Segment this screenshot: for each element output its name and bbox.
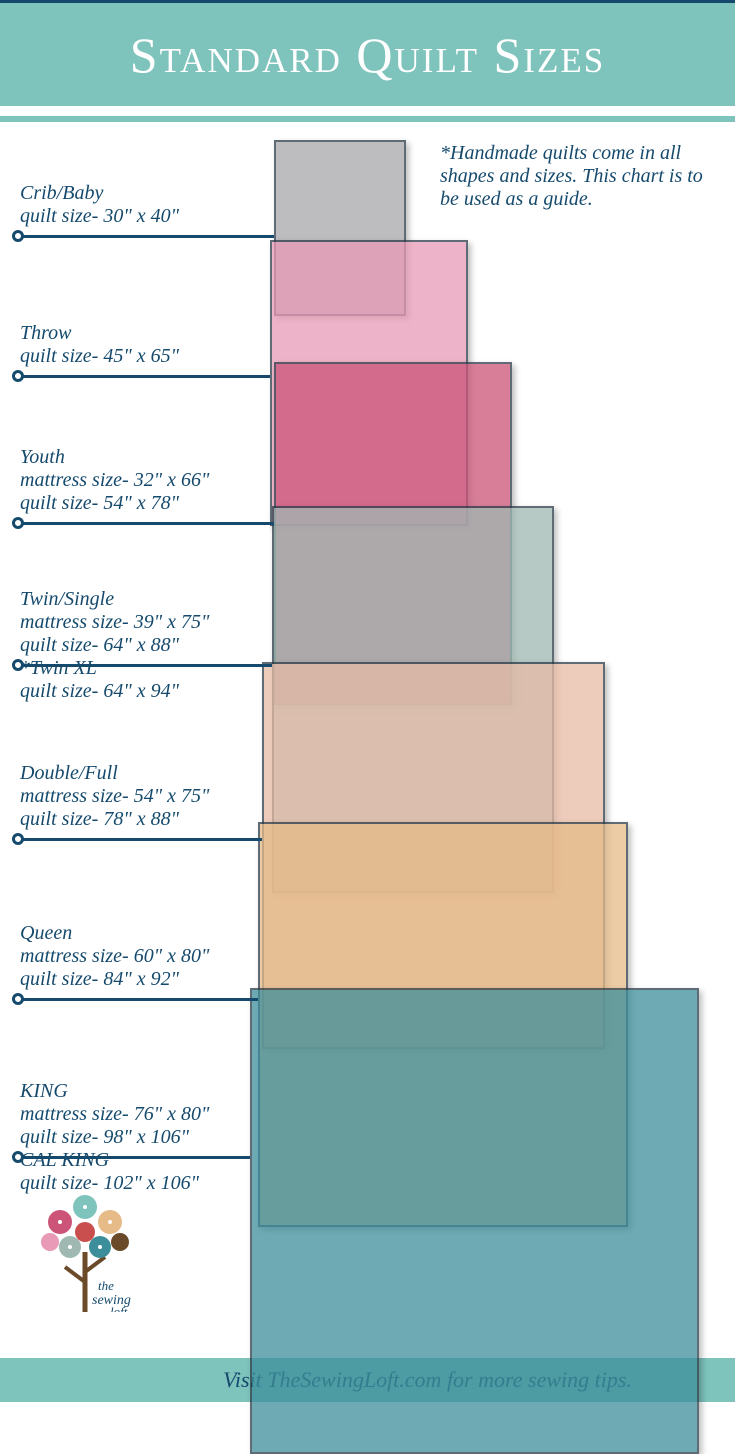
label-line-text: Crib/Baby — [20, 182, 280, 205]
label-throw: Throwquilt size- 45" x 65" — [20, 322, 280, 368]
quilt-box-king — [250, 988, 699, 1454]
label-line-text: quilt size- 64" x 88" — [20, 634, 280, 657]
label-line-text: quilt size- 64" x 94" — [20, 680, 280, 703]
connector-dot-icon — [12, 230, 24, 242]
svg-text:the: the — [98, 1278, 114, 1293]
label-line-text: mattress size- 76" x 80" — [20, 1103, 280, 1126]
label-line-text: quilt size- 78" x 88" — [20, 808, 280, 831]
connector-dot-icon — [12, 370, 24, 382]
stripe-gap — [0, 106, 735, 116]
connector-line — [18, 1156, 250, 1159]
label-line-text: mattress size- 60" x 80" — [20, 945, 280, 968]
label-line-text: mattress size- 39" x 75" — [20, 611, 280, 634]
connector-dot-icon — [12, 993, 24, 1005]
connector-line — [18, 664, 272, 667]
label-youth: Youthmattress size- 32" x 66"quilt size-… — [20, 446, 280, 515]
page-title: Standard Quilt Sizes — [130, 26, 605, 84]
label-line-text: quilt size- 98" x 106" — [20, 1126, 280, 1149]
label-line-text: mattress size- 32" x 66" — [20, 469, 280, 492]
connector-dot-icon — [12, 659, 24, 671]
header-band: Standard Quilt Sizes — [0, 0, 735, 106]
label-line-text: Twin/Single — [20, 588, 280, 611]
label-line-text: KING — [20, 1080, 280, 1103]
label-line-text: Throw — [20, 322, 280, 345]
connector-dot-icon — [12, 833, 24, 845]
label-line-text: quilt size- 45" x 65" — [20, 345, 280, 368]
label-line-text: *Twin XL — [20, 657, 280, 680]
label-crib-baby: Crib/Babyquilt size- 30" x 40" — [20, 182, 280, 228]
connector-dot-icon — [12, 517, 24, 529]
label-line-text: CAL KING — [20, 1149, 280, 1172]
label-double-full: Double/Fullmattress size- 54" x 75"quilt… — [20, 762, 280, 831]
connector-line — [18, 235, 274, 238]
svg-text:loft: loft — [110, 1304, 128, 1312]
guide-note: *Handmade quilts come in all shapes and … — [440, 142, 705, 211]
label-line-text: Double/Full — [20, 762, 280, 785]
label-line-text: Youth — [20, 446, 280, 469]
label-twin-single: Twin/Singlemattress size- 39" x 75"quilt… — [20, 588, 280, 703]
label-king: KINGmattress size- 76" x 80"quilt size- … — [20, 1080, 280, 1195]
label-line-text: mattress size- 54" x 75" — [20, 785, 280, 808]
label-line-text: quilt size- 102" x 106" — [20, 1172, 280, 1195]
connector-dot-icon — [12, 1151, 24, 1163]
label-line-text: Queen — [20, 922, 280, 945]
connector-line — [18, 998, 258, 1001]
connector-line — [18, 838, 262, 841]
label-line-text: quilt size- 30" x 40" — [20, 205, 280, 228]
label-line-text: quilt size- 84" x 92" — [20, 968, 280, 991]
label-line-text: quilt size- 54" x 78" — [20, 492, 280, 515]
label-queen: Queenmattress size- 60" x 80"quilt size-… — [20, 922, 280, 991]
chart-area: *Handmade quilts come in all shapes and … — [0, 122, 735, 1322]
connector-line — [18, 375, 270, 378]
connector-line — [18, 522, 274, 525]
